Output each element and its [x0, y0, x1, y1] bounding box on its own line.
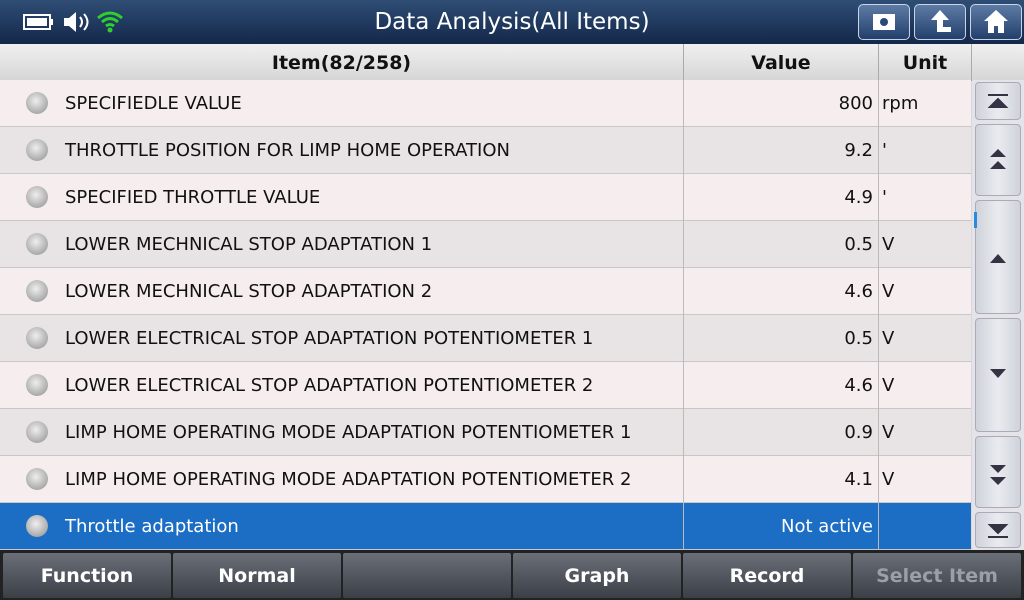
- divider: [878, 80, 879, 127]
- table-row[interactable]: Throttle adaptation Not active: [0, 503, 971, 550]
- item-value: Not active: [781, 516, 873, 537]
- divider: [878, 503, 879, 550]
- footer-button[interactable]: Normal: [173, 553, 341, 598]
- scroll-up[interactable]: [975, 200, 1021, 314]
- screenshot-button[interactable]: [858, 4, 910, 40]
- item-value: 9.2: [844, 140, 873, 161]
- item-name: Throttle adaptation: [65, 516, 239, 537]
- item-name: LIMP HOME OPERATING MODE ADAPTATION POTE…: [65, 422, 632, 443]
- item-unit: rpm: [882, 93, 919, 114]
- divider: [683, 80, 684, 127]
- table-row[interactable]: THROTTLE POSITION FOR LIMP HOME OPERATIO…: [0, 127, 971, 174]
- item-unit: ': [882, 140, 887, 161]
- row-radio[interactable]: [26, 374, 48, 396]
- page-down[interactable]: [975, 436, 1021, 508]
- divider: [683, 174, 684, 221]
- table-row[interactable]: LOWER MECHNICAL STOP ADAPTATION 1 0.5 V: [0, 221, 971, 268]
- title: Data Analysis(All Items): [374, 9, 650, 35]
- item-unit: V: [882, 234, 895, 255]
- table-row[interactable]: SPECIFIEDLE VALUE 800 rpm: [0, 80, 971, 127]
- table-row[interactable]: SPECIFIED THROTTLE VALUE 4.9 ': [0, 174, 971, 221]
- page-up[interactable]: [975, 124, 1021, 196]
- item-name: LOWER ELECTRICAL STOP ADAPTATION POTENTI…: [65, 328, 594, 349]
- item-unit: ': [882, 187, 887, 208]
- item-name: LOWER ELECTRICAL STOP ADAPTATION POTENTI…: [65, 375, 594, 396]
- footer-button[interactable]: [343, 553, 511, 598]
- divider: [683, 503, 684, 550]
- column-header: Item(82/258): [0, 44, 684, 80]
- item-name: SPECIFIED THROTTLE VALUE: [65, 187, 321, 208]
- divider: [878, 456, 879, 503]
- divider: [683, 409, 684, 456]
- table-header: Item(82/258) Value Unit: [0, 44, 1024, 81]
- status-icons: [23, 11, 123, 33]
- item-value: 4.6: [844, 281, 873, 302]
- divider: [878, 127, 879, 174]
- back-button[interactable]: [914, 4, 966, 40]
- table-row[interactable]: LOWER ELECTRICAL STOP ADAPTATION POTENTI…: [0, 362, 971, 409]
- scrollbar: [972, 80, 1024, 550]
- item-value: 0.5: [844, 234, 873, 255]
- table-row[interactable]: LIMP HOME OPERATING MODE ADAPTATION POTE…: [0, 409, 971, 456]
- footer-button[interactable]: Select Item: [853, 553, 1021, 598]
- item-name: SPECIFIEDLE VALUE: [65, 93, 242, 114]
- scroll-down[interactable]: [975, 318, 1021, 432]
- divider: [683, 268, 684, 315]
- item-value: 4.6: [844, 375, 873, 396]
- home-button[interactable]: [970, 4, 1022, 40]
- column-header: Unit: [879, 44, 972, 80]
- item-value: 0.9: [844, 422, 873, 443]
- item-unit: V: [882, 375, 895, 396]
- item-name: LOWER MECHNICAL STOP ADAPTATION 2: [65, 281, 433, 302]
- row-radio[interactable]: [26, 280, 48, 302]
- scroll-bottom[interactable]: [975, 512, 1021, 548]
- row-radio[interactable]: [26, 468, 48, 490]
- footer-button[interactable]: Record: [683, 553, 851, 598]
- item-unit: V: [882, 281, 895, 302]
- divider: [683, 362, 684, 409]
- item-name: THROTTLE POSITION FOR LIMP HOME OPERATIO…: [65, 140, 510, 161]
- item-name: LIMP HOME OPERATING MODE ADAPTATION POTE…: [65, 469, 632, 490]
- divider: [878, 174, 879, 221]
- scroll-indicator: [974, 212, 977, 228]
- row-radio[interactable]: [26, 233, 48, 255]
- footer-button[interactable]: Graph: [513, 553, 681, 598]
- item-name: LOWER MECHNICAL STOP ADAPTATION 1: [65, 234, 433, 255]
- table-row[interactable]: LOWER MECHNICAL STOP ADAPTATION 2 4.6 V: [0, 268, 971, 315]
- footer-button[interactable]: Function: [3, 553, 171, 598]
- row-radio[interactable]: [26, 92, 48, 114]
- scroll-top[interactable]: [975, 82, 1021, 120]
- divider: [683, 127, 684, 174]
- row-radio[interactable]: [26, 139, 48, 161]
- divider: [878, 409, 879, 456]
- item-value: 4.1: [844, 469, 873, 490]
- item-unit: V: [882, 328, 895, 349]
- bottom-bar: Function Normal Graph Record Select Item: [0, 550, 1024, 600]
- divider: [683, 456, 684, 503]
- table-row[interactable]: LIMP HOME OPERATING MODE ADAPTATION POTE…: [0, 456, 971, 503]
- item-value: 4.9: [844, 187, 873, 208]
- divider: [878, 268, 879, 315]
- column-header: Value: [684, 44, 879, 80]
- top-bar: Data Analysis(All Items): [0, 0, 1024, 44]
- item-unit: V: [882, 422, 895, 443]
- item-value: 800: [838, 93, 873, 114]
- item-unit: V: [882, 469, 895, 490]
- table-row[interactable]: LOWER ELECTRICAL STOP ADAPTATION POTENTI…: [0, 315, 971, 362]
- divider: [878, 221, 879, 268]
- row-radio[interactable]: [26, 327, 48, 349]
- row-radio[interactable]: [26, 186, 48, 208]
- divider: [878, 362, 879, 409]
- row-radio[interactable]: [26, 421, 48, 443]
- divider: [878, 315, 879, 362]
- divider: [683, 315, 684, 362]
- divider: [683, 221, 684, 268]
- item-value: 0.5: [844, 328, 873, 349]
- row-radio[interactable]: [26, 515, 48, 537]
